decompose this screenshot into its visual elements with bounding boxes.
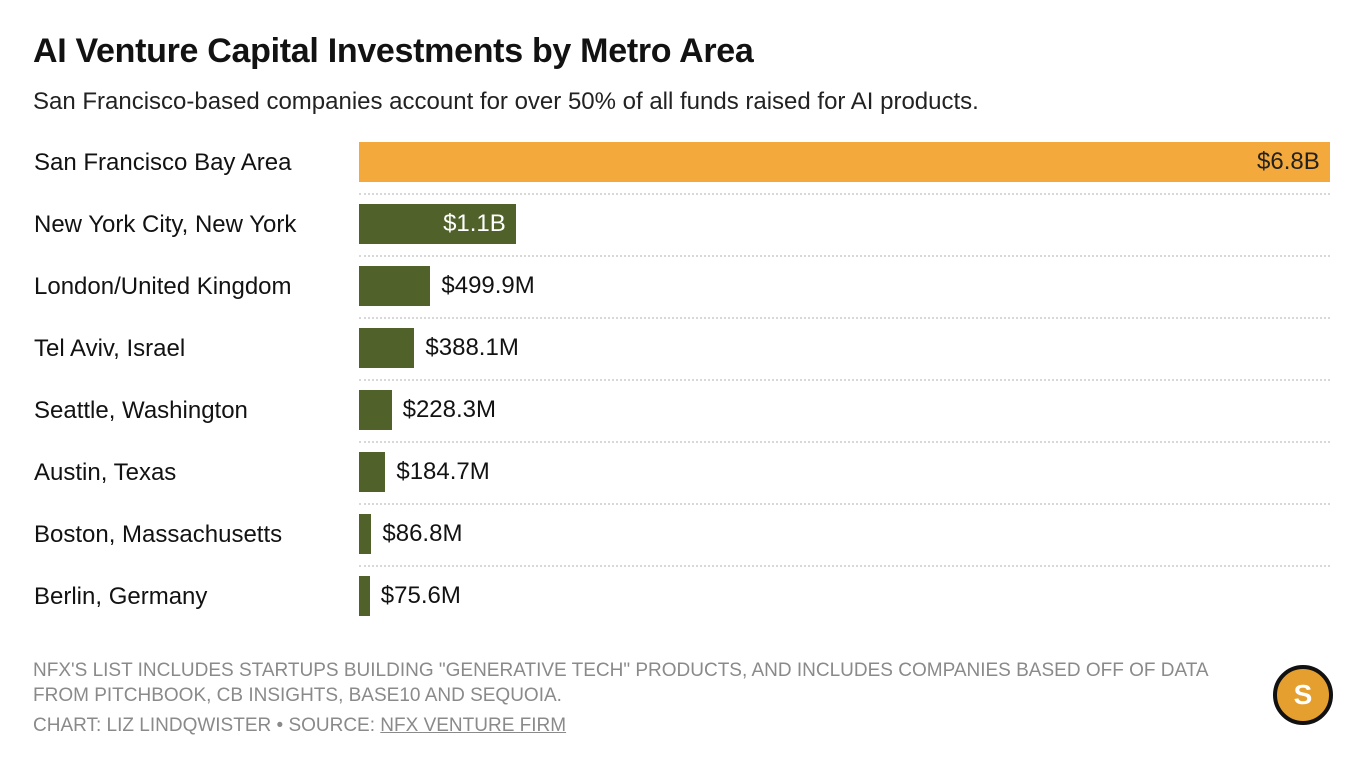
bar — [359, 576, 370, 616]
row-divider — [359, 565, 1330, 567]
category-label: Austin, Texas — [34, 459, 177, 486]
value-label: $75.6M — [380, 582, 461, 609]
row-divider — [359, 379, 1330, 381]
source-link[interactable]: NFX VENTURE FIRM — [380, 715, 567, 736]
bar — [359, 390, 392, 430]
bar-row: Boston, Massachusetts $86.8M — [0, 514, 1360, 576]
row-divider — [359, 193, 1330, 195]
category-label: Berlin, Germany — [34, 583, 208, 610]
value-label: $388.1M — [425, 334, 519, 361]
bar — [359, 328, 415, 368]
bar-row: Berlin, Germany $75.6M — [0, 576, 1360, 638]
bar — [359, 452, 386, 492]
bar-row: Austin, Texas $184.7M — [0, 452, 1360, 514]
value-label: $228.3M — [402, 396, 496, 423]
row-divider — [359, 255, 1330, 257]
bar-chart: San Francisco Bay Area $6.8B New York City… — [0, 142, 1360, 638]
credit-text: CHART: LIZ LINDQWISTER • SOURCE: — [33, 715, 381, 736]
value-label: $6.8B — [1257, 148, 1320, 175]
credit-line: CHART: LIZ LINDQWISTER • SOURCE: NFX VEN… — [33, 715, 566, 737]
category-label: Boston, Massachusetts — [34, 521, 283, 548]
row-divider — [359, 317, 1330, 319]
category-label: London/United Kingdom — [34, 273, 292, 300]
bar — [359, 142, 1330, 182]
bar-row: Tel Aviv, Israel $388.1M — [0, 328, 1360, 390]
value-label: $86.8M — [382, 520, 463, 547]
bar — [359, 204, 517, 244]
publisher-logo-icon: S — [1273, 665, 1333, 725]
chart-title: AI Venture Capital Investments by Metro … — [33, 32, 754, 70]
value-label: $184.7M — [396, 458, 490, 485]
value-label: $499.9M — [441, 272, 535, 299]
category-label: Seattle, Washington — [34, 397, 248, 424]
chart-subtitle: San Francisco-based companies account fo… — [33, 88, 979, 115]
category-label: San Francisco Bay Area — [34, 149, 292, 176]
row-divider — [359, 503, 1330, 505]
footnote: NFX'S LIST INCLUDES STARTUPS BUILDING "G… — [33, 660, 1208, 706]
bar — [359, 514, 372, 554]
bar — [359, 266, 431, 306]
category-label: New York City, New York — [34, 211, 297, 238]
category-label: Tel Aviv, Israel — [34, 335, 186, 362]
row-divider — [359, 441, 1330, 443]
bar-row: San Francisco Bay Area $6.8B — [0, 142, 1360, 204]
bar-row: New York City, New York $1.1B — [0, 204, 1360, 266]
bar-row: Seattle, Washington $228.3M — [0, 390, 1360, 452]
bar-row: London/United Kingdom $499.9M — [0, 266, 1360, 328]
value-label: $1.1B — [443, 210, 506, 237]
